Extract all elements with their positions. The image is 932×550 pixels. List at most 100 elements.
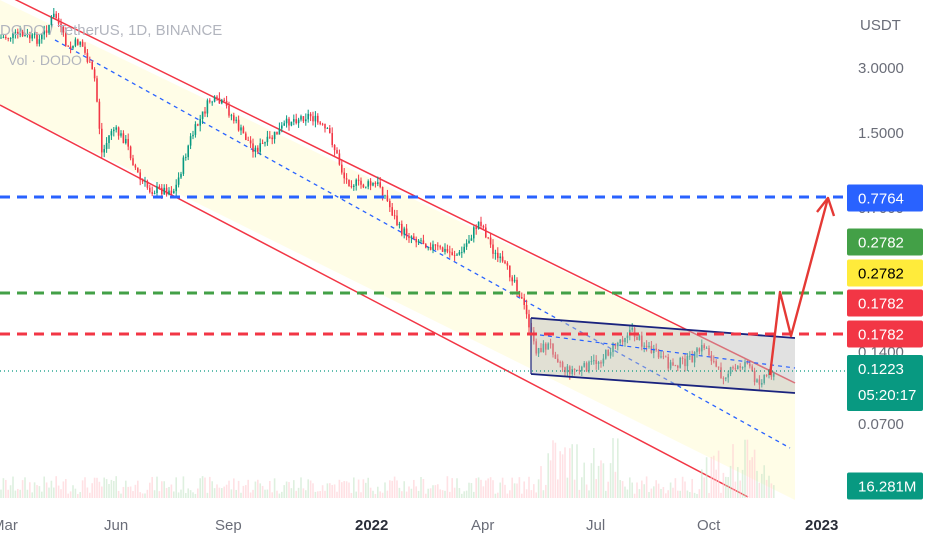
- candle-body: [612, 343, 614, 353]
- volume-bar: [429, 488, 432, 498]
- volume-bar: [209, 476, 211, 498]
- volume-bar: [350, 492, 353, 498]
- candle-body: [293, 119, 295, 122]
- volume-bar: [626, 489, 629, 498]
- descending-channel[interactable]: [0, 0, 796, 500]
- candle-body: [281, 125, 283, 129]
- candle-body: [247, 139, 249, 141]
- volume-bar: [770, 483, 773, 498]
- candle-body: [252, 143, 254, 152]
- volume-bar: [542, 490, 545, 498]
- candle-body: [561, 362, 564, 368]
- volume-bar: [324, 490, 326, 498]
- volume-bar: [619, 480, 621, 498]
- candle-body: [77, 39, 79, 45]
- candle-body: [679, 358, 681, 368]
- volume-bar: [367, 477, 369, 498]
- candle-body: [576, 369, 578, 371]
- volume-bar: [401, 491, 403, 498]
- time-axis[interactable]: Mar Jun Sep 2022 Apr Jul Oct 2023: [0, 517, 838, 534]
- volume-bar: [624, 486, 626, 498]
- volume-bar: [705, 457, 708, 498]
- candle-body: [662, 356, 665, 358]
- projection-arrow[interactable]: [768, 196, 836, 376]
- volume-bar: [348, 482, 350, 498]
- candle-body: [379, 182, 381, 188]
- horizontal-levels[interactable]: [0, 195, 845, 372]
- volume-bar: [710, 456, 713, 498]
- volume-bar: [509, 490, 511, 498]
- volume-bar: [137, 480, 139, 498]
- volume-bar: [161, 481, 163, 498]
- volume-bar: [482, 486, 485, 498]
- arrow-head: [816, 196, 836, 217]
- box-bottom-line: [530, 373, 796, 394]
- candle-body: [494, 252, 497, 254]
- candle-body: [513, 279, 516, 282]
- candle-body: [295, 119, 297, 124]
- volume-bar: [134, 484, 137, 498]
- volume-bar: [393, 476, 396, 498]
- volume-bar: [17, 488, 19, 498]
- candle-body: [492, 244, 494, 254]
- candle-body: [746, 361, 749, 364]
- volume-bar: [2, 478, 5, 498]
- volume-bar: [578, 489, 581, 498]
- volume-bar: [355, 491, 357, 498]
- volume-bar: [566, 477, 569, 498]
- volume-bar: [65, 479, 67, 498]
- candle-body: [254, 147, 257, 152]
- candle-body: [146, 181, 149, 188]
- candle-body: [720, 367, 722, 379]
- candle-body: [271, 137, 273, 140]
- volume-bar: [237, 480, 240, 498]
- volume-bar: [101, 486, 103, 498]
- candle-body: [362, 184, 365, 188]
- volume-bar: [602, 463, 605, 498]
- volume-bar: [653, 486, 655, 498]
- candle-body: [259, 143, 261, 152]
- candle-body: [410, 236, 413, 239]
- volume-bar: [41, 491, 43, 498]
- candle-body: [756, 379, 758, 383]
- candle-body: [504, 261, 506, 264]
- volume-bar: [173, 491, 175, 498]
- candle-body: [734, 368, 737, 370]
- volume-bar: [84, 477, 86, 498]
- volume-bar: [29, 482, 31, 498]
- volume-bar: [321, 485, 324, 498]
- candle-body: [415, 238, 417, 243]
- volume-bar: [235, 489, 237, 498]
- candle-body: [465, 243, 468, 247]
- candle-body: [201, 111, 204, 119]
- volume-bar: [552, 440, 554, 498]
- volume-bar: [105, 479, 108, 498]
- candle-body: [437, 245, 439, 247]
- volume-bar: [345, 481, 348, 498]
- volume-bar: [410, 488, 413, 498]
- volume-bar: [525, 489, 528, 498]
- candle-body: [338, 153, 341, 165]
- candle-body: [451, 252, 453, 256]
- volume-bar: [564, 447, 566, 498]
- candle-body: [161, 187, 163, 195]
- candle-body: [417, 240, 420, 243]
- candle-body: [377, 182, 379, 184]
- volume-bar: [170, 484, 173, 498]
- price-tag-label: 0.2782: [858, 235, 904, 252]
- volume-bar: [650, 488, 653, 498]
- volume-bar: [540, 466, 542, 498]
- candle-body: [300, 116, 302, 120]
- candle-body: [115, 127, 117, 130]
- volume-bar: [470, 483, 473, 498]
- candle-body: [17, 31, 19, 35]
- volume-bar: [7, 489, 9, 498]
- candle-body: [741, 367, 744, 369]
- volume-bar: [218, 487, 221, 498]
- volume-bar: [698, 489, 701, 498]
- candle-body: [2, 36, 5, 38]
- volume-bar: [765, 479, 768, 498]
- volume-bar: [295, 490, 297, 498]
- candle-body: [753, 370, 756, 383]
